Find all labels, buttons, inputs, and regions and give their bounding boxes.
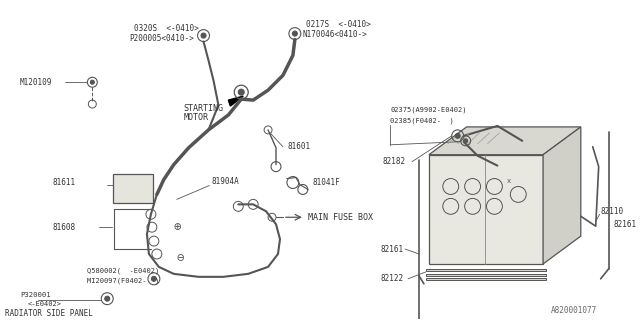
Text: 82182: 82182 [382,157,405,166]
Text: 02375(A9902-E0402): 02375(A9902-E0402) [390,107,467,113]
Text: MOTOR: MOTOR [184,114,209,123]
Text: 82161: 82161 [614,220,637,229]
Circle shape [90,80,94,84]
Circle shape [105,296,109,301]
Text: ⊖: ⊖ [177,252,184,266]
Text: P200005<0410->: P200005<0410-> [129,34,194,43]
Text: x: x [506,178,511,184]
Text: 81041F: 81041F [313,178,340,187]
FancyBboxPatch shape [113,173,153,203]
Text: 82122: 82122 [380,274,403,283]
Text: P320001: P320001 [20,292,51,298]
Text: 0217S  <-0410>: 0217S <-0410> [306,20,371,29]
Circle shape [201,33,206,38]
Text: 0320S  <-0410>: 0320S <-0410> [134,24,199,33]
Text: A820001077: A820001077 [551,306,597,315]
Text: ⊕: ⊕ [173,221,181,234]
Text: MAIN FUSE BOX: MAIN FUSE BOX [308,213,372,222]
Polygon shape [426,269,546,271]
Text: 82110: 82110 [601,207,624,216]
Text: M120109: M120109 [20,78,52,87]
Polygon shape [228,96,243,106]
Text: Q580002(  -E0402): Q580002( -E0402) [88,268,159,274]
Circle shape [463,139,468,143]
Circle shape [292,31,298,36]
Text: 81601: 81601 [288,142,311,151]
Text: 81608: 81608 [52,223,76,232]
Text: 82161: 82161 [380,244,403,253]
Circle shape [152,276,156,281]
Text: STARTING: STARTING [184,104,223,113]
Text: RADIATOR SIDE PANEL: RADIATOR SIDE PANEL [5,309,93,318]
Text: 81611: 81611 [52,178,76,187]
Text: <-E0402>: <-E0402> [28,300,62,307]
Text: N170046<0410->: N170046<0410-> [303,30,367,39]
Polygon shape [429,127,581,155]
Circle shape [455,133,460,138]
Polygon shape [426,274,546,276]
Polygon shape [429,155,543,264]
Text: MI20097(F0402-  ): MI20097(F0402- ) [88,277,159,284]
Text: 02385(F0402-  ): 02385(F0402- ) [390,118,454,124]
Circle shape [238,89,244,95]
Text: 81904A: 81904A [211,177,239,186]
Polygon shape [543,127,581,264]
Polygon shape [426,278,546,280]
